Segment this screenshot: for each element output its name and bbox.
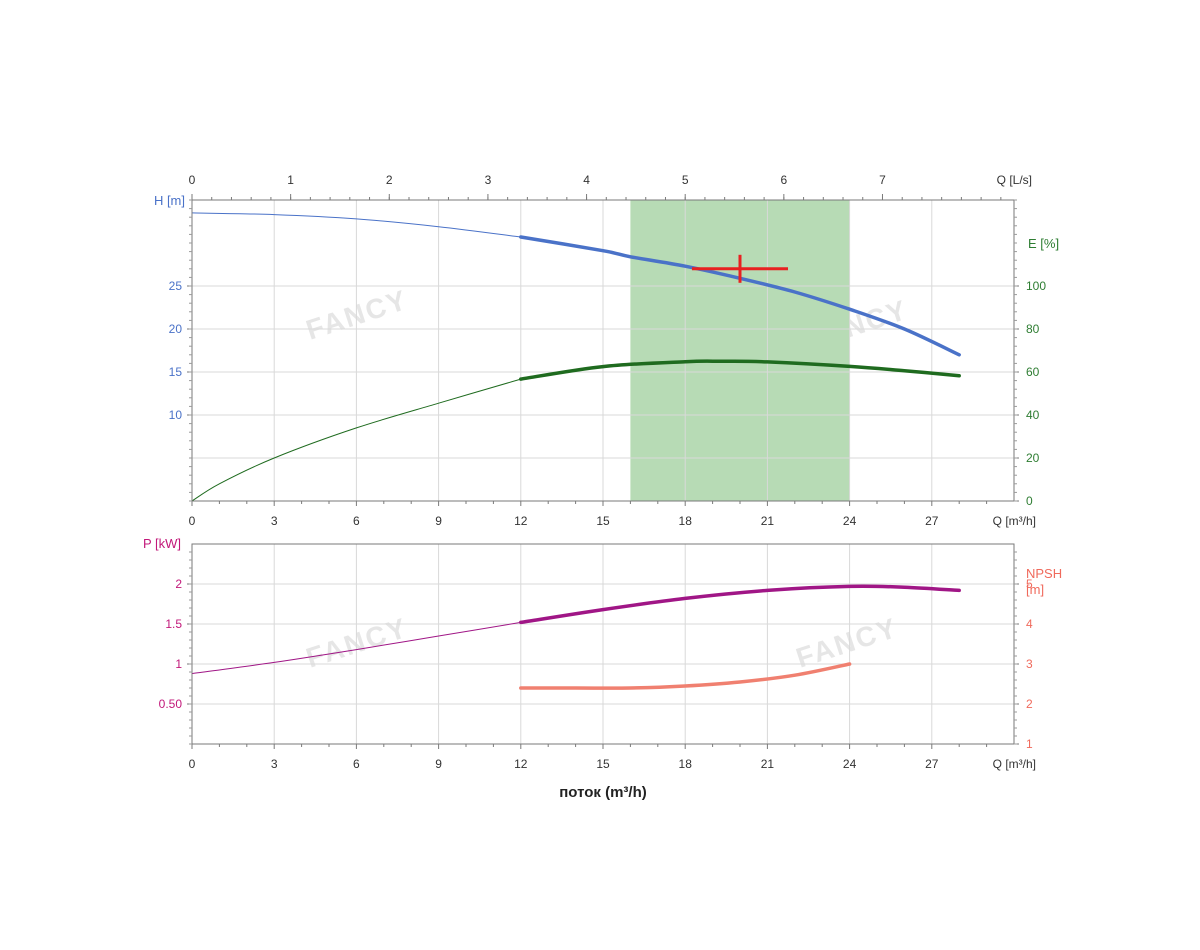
- p-tick-label: 0.50: [159, 697, 183, 711]
- npsh-tick-label: 5: [1026, 577, 1033, 591]
- top-x2-tick-label: 7: [879, 173, 886, 187]
- bottom-x-tick-label: 18: [679, 757, 693, 771]
- p-tick-label: 1.5: [165, 617, 182, 631]
- top-x2-tick-label: 5: [682, 173, 689, 187]
- npsh-tick-label: 1: [1026, 737, 1033, 751]
- bottom-series: [191, 584, 961, 690]
- top-x-tick-label: 9: [435, 514, 442, 528]
- top-x-tick-label: 27: [925, 514, 939, 528]
- top-x2-tick-label: 2: [386, 173, 393, 187]
- bottom-x-tick-label: 3: [271, 757, 278, 771]
- duty-point-marker: [692, 254, 788, 283]
- npsh-axis-label: NPSH: [1026, 566, 1062, 581]
- q-m3h-axis-label-bottom: Q [m³/h]: [993, 757, 1036, 771]
- h-tick-label: 15: [169, 365, 183, 379]
- bottom-x-tick-label: 21: [761, 757, 775, 771]
- top-x-tick-label: 21: [761, 514, 775, 528]
- operating-range-band: [630, 200, 850, 501]
- h-tick-label: 10: [169, 408, 183, 422]
- top-series-1-thin: [191, 378, 521, 502]
- top-x-tick-label: 3: [271, 514, 278, 528]
- top-x2-tick-label: 6: [780, 173, 787, 187]
- q-ls-axis-label: Q [L/s]: [997, 173, 1032, 187]
- flow-axis-title: поток (m³/h): [559, 784, 647, 801]
- top-x-tick-label: 12: [514, 514, 528, 528]
- bottom-grid: [191, 544, 1014, 744]
- npsh-axis-unit: [m]: [1026, 582, 1044, 597]
- e-tick-label: 0: [1026, 494, 1033, 508]
- h-tick-label: 25: [169, 279, 183, 293]
- h-tick-label: 20: [169, 322, 183, 336]
- p-tick-label: 1: [175, 657, 182, 671]
- e-tick-label: 60: [1026, 365, 1040, 379]
- h-axis-label: H [m]: [154, 193, 185, 208]
- top-x2-tick-label: 0: [189, 173, 196, 187]
- npsh-tick-label: 4: [1026, 617, 1033, 631]
- npsh-tick-label: 2: [1026, 697, 1033, 711]
- top-x-tick-label: 24: [843, 514, 857, 528]
- e-tick-label: 20: [1026, 451, 1040, 465]
- q-m3h-axis-label-top: Q [m³/h]: [993, 514, 1036, 528]
- bottom-x-tick-label: 15: [596, 757, 610, 771]
- top-grid: [191, 200, 1014, 502]
- bottom-panel: FANCY FANCY 0 3 6 9 12 15 18 21 24 270.5011.52123…: [143, 536, 1062, 801]
- bottom-x-tick-label: 12: [514, 757, 528, 771]
- top-x-tick-label: 18: [679, 514, 693, 528]
- npsh-tick-label: 3: [1026, 657, 1033, 671]
- e-axis-label: E [%]: [1028, 236, 1059, 251]
- bottom-x-tick-label: 0: [189, 757, 196, 771]
- top-series-1-bold: [519, 359, 961, 381]
- bottom-x-tick-label: 27: [925, 757, 939, 771]
- bottom-series-0-thin: [191, 621, 521, 675]
- top-x2-tick-label: 3: [485, 173, 492, 187]
- top-series-0-thin: [191, 212, 521, 238]
- e-tick-label: 100: [1026, 279, 1046, 293]
- e-tick-label: 40: [1026, 408, 1040, 422]
- p-axis-label: P [kW]: [143, 536, 181, 551]
- top-axes: 0 3 6 9 12 15 18 21 24 270 1 2 3 4 5 6 71015202502040608…: [169, 173, 1047, 528]
- top-x-tick-label: 6: [353, 514, 360, 528]
- bottom-series-1-bold: [519, 662, 852, 690]
- bottom-x-tick-label: 24: [843, 757, 857, 771]
- bottom-x-tick-label: 9: [435, 757, 442, 771]
- top-x-tick-label: 15: [596, 514, 610, 528]
- bottom-x-tick-label: 6: [353, 757, 360, 771]
- p-tick-label: 2: [175, 577, 182, 591]
- top-x2-tick-label: 1: [287, 173, 294, 187]
- e-tick-label: 80: [1026, 322, 1040, 336]
- top-x2-tick-label: 4: [583, 173, 590, 187]
- bottom-series-0-bold: [519, 584, 961, 625]
- top-panel: FANCY FANCY 0 3 6 9 12 15 18 21 24 270 1 2 3 4 5 6 71015…: [154, 173, 1059, 528]
- top-x-tick-label: 0: [189, 514, 196, 528]
